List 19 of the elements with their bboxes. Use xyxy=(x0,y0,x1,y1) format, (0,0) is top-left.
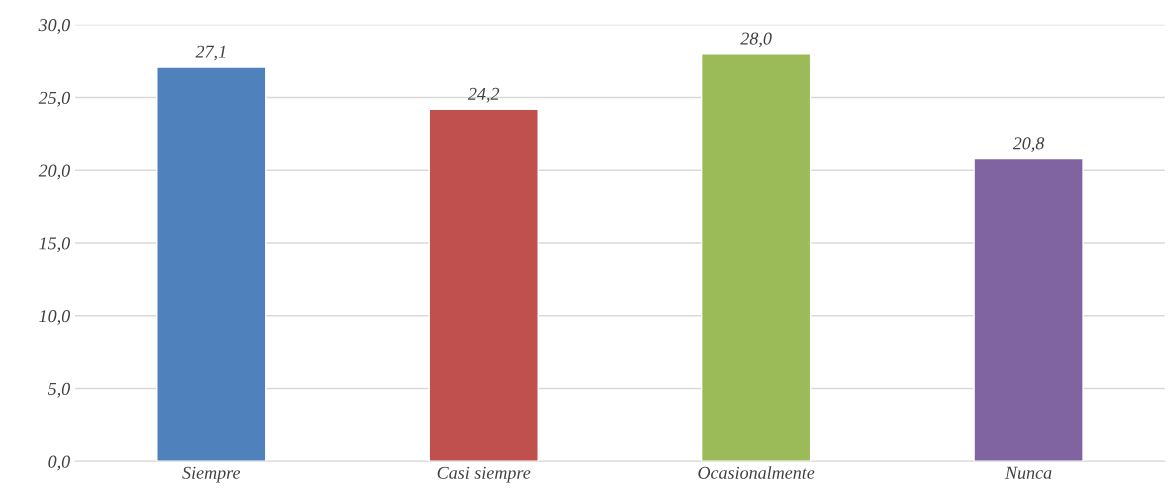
x-tick-label: Nunca xyxy=(1004,466,1052,479)
y-tick-label: 30,0 xyxy=(38,19,70,34)
data-label: 28,0 xyxy=(740,32,772,48)
y-tick-label: 15,0 xyxy=(39,237,70,253)
bar xyxy=(428,108,539,462)
y-tick-label: 25,0 xyxy=(38,91,70,107)
bar xyxy=(973,157,1084,462)
y-tick-label: 5,0 xyxy=(47,382,70,398)
x-tick-label: Ocasionalmente xyxy=(698,466,815,479)
data-label: 27,1 xyxy=(195,45,226,61)
y-tick-label: 20,0 xyxy=(38,164,70,180)
data-label: 20,8 xyxy=(1012,137,1045,153)
y-tick-label: 0,0 xyxy=(48,455,70,471)
bar xyxy=(700,53,812,462)
x-tick-label: Casi siempre xyxy=(437,466,531,483)
x-tick-label: Siempre xyxy=(182,466,241,483)
y-tick-label: 10,0 xyxy=(39,310,70,325)
data-label: 24,2 xyxy=(467,87,500,103)
bar xyxy=(156,66,267,462)
